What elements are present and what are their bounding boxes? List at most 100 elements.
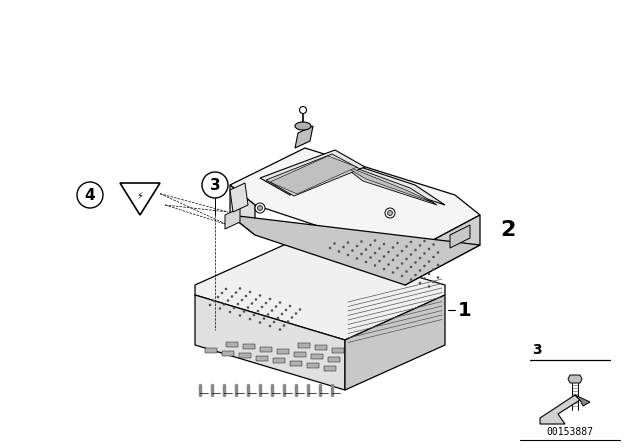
Circle shape — [414, 274, 417, 276]
Circle shape — [239, 314, 241, 317]
Circle shape — [414, 261, 417, 264]
Text: ⚡: ⚡ — [136, 191, 143, 201]
Circle shape — [291, 316, 293, 319]
Text: 4: 4 — [84, 188, 95, 202]
Circle shape — [369, 256, 372, 259]
Text: 2: 2 — [500, 220, 515, 240]
Polygon shape — [243, 344, 255, 349]
Polygon shape — [298, 343, 310, 348]
Text: 3: 3 — [210, 177, 220, 193]
Circle shape — [387, 263, 390, 266]
Circle shape — [255, 203, 265, 213]
Circle shape — [383, 268, 385, 270]
Polygon shape — [230, 183, 248, 212]
Circle shape — [387, 211, 392, 215]
Circle shape — [246, 306, 250, 309]
Circle shape — [267, 313, 269, 316]
Circle shape — [262, 317, 266, 320]
Circle shape — [221, 292, 223, 294]
Polygon shape — [195, 240, 445, 340]
Circle shape — [432, 281, 435, 283]
Polygon shape — [230, 148, 480, 255]
Circle shape — [419, 269, 421, 272]
Circle shape — [383, 255, 385, 258]
Circle shape — [235, 291, 237, 294]
Circle shape — [392, 271, 394, 274]
Polygon shape — [540, 395, 580, 424]
Circle shape — [374, 239, 376, 242]
Circle shape — [410, 278, 412, 281]
Circle shape — [392, 246, 394, 249]
Circle shape — [276, 317, 279, 319]
Circle shape — [241, 299, 243, 302]
Circle shape — [289, 305, 291, 307]
Circle shape — [249, 318, 252, 320]
Circle shape — [251, 302, 253, 305]
Polygon shape — [120, 183, 160, 215]
Circle shape — [428, 285, 430, 288]
Text: 1: 1 — [458, 301, 472, 319]
Polygon shape — [294, 352, 306, 357]
Circle shape — [374, 264, 376, 267]
Circle shape — [283, 324, 285, 327]
Polygon shape — [260, 346, 272, 352]
Polygon shape — [239, 353, 251, 358]
Circle shape — [225, 288, 227, 290]
Circle shape — [410, 253, 412, 256]
Circle shape — [299, 308, 301, 311]
Polygon shape — [311, 354, 323, 359]
Circle shape — [385, 208, 395, 218]
Circle shape — [423, 252, 426, 255]
Polygon shape — [256, 356, 268, 361]
Circle shape — [347, 254, 349, 256]
Circle shape — [243, 310, 245, 313]
Polygon shape — [225, 208, 240, 229]
Circle shape — [401, 275, 403, 277]
Circle shape — [269, 325, 271, 327]
Circle shape — [396, 254, 399, 257]
Circle shape — [419, 257, 421, 259]
Circle shape — [333, 242, 336, 245]
Circle shape — [423, 240, 426, 242]
Circle shape — [281, 313, 284, 315]
Polygon shape — [450, 225, 470, 248]
Circle shape — [378, 247, 381, 250]
Circle shape — [436, 251, 439, 254]
Circle shape — [436, 276, 439, 279]
Polygon shape — [337, 161, 437, 205]
Circle shape — [347, 241, 349, 244]
Polygon shape — [307, 363, 319, 368]
Circle shape — [423, 265, 426, 267]
Polygon shape — [568, 375, 582, 383]
Circle shape — [257, 310, 259, 312]
Circle shape — [253, 314, 255, 316]
Circle shape — [428, 260, 430, 263]
Circle shape — [414, 249, 417, 251]
Ellipse shape — [295, 122, 311, 130]
Polygon shape — [315, 345, 327, 350]
Circle shape — [269, 298, 271, 300]
Circle shape — [239, 287, 241, 290]
Text: 3: 3 — [532, 343, 541, 357]
Circle shape — [259, 294, 261, 297]
Circle shape — [338, 250, 340, 253]
Polygon shape — [575, 395, 590, 406]
Circle shape — [244, 295, 247, 297]
Polygon shape — [328, 357, 340, 362]
Circle shape — [360, 253, 363, 255]
Circle shape — [294, 312, 298, 315]
Polygon shape — [226, 341, 238, 346]
Polygon shape — [341, 164, 434, 203]
Polygon shape — [266, 154, 360, 196]
Circle shape — [351, 249, 354, 252]
Circle shape — [436, 264, 439, 266]
Circle shape — [356, 245, 358, 247]
Polygon shape — [330, 157, 445, 205]
Circle shape — [287, 320, 289, 323]
Polygon shape — [270, 156, 357, 194]
Circle shape — [271, 309, 273, 312]
Circle shape — [259, 321, 261, 324]
Circle shape — [396, 267, 399, 269]
Circle shape — [374, 252, 376, 254]
Circle shape — [410, 241, 412, 243]
